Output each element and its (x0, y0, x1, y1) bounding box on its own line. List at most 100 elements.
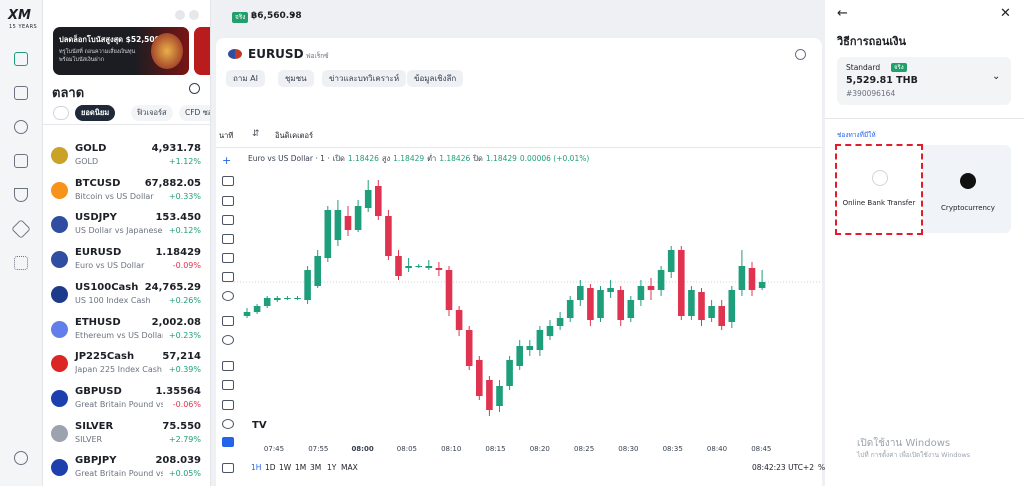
crosshair-tool[interactable]: + (222, 154, 232, 167)
nav-icon[interactable] (14, 188, 28, 202)
withdraw-panel: ← ✕ วิธีการถอนเงิน Standard จริง 5,529.8… (825, 0, 1024, 486)
flag (51, 251, 68, 269)
chart-tab[interactable]: ข่าวและบทวิเคราะห์ (322, 70, 407, 87)
draw-tool[interactable] (222, 196, 234, 206)
lock-tool[interactable] (222, 400, 234, 410)
draw-tool[interactable] (222, 272, 234, 282)
x-tick-label: 07:55 (308, 445, 328, 453)
promo-banner[interactable]: ปลดล็อกโบนัสสูงสุด $52,500 ทรูโบนัสที่ ถ… (53, 27, 189, 75)
flag (51, 355, 68, 373)
indicators[interactable]: อินดิเคเตอร์ (275, 131, 314, 140)
candle-body (243, 312, 251, 316)
promo-banner-next[interactable] (194, 27, 210, 75)
nav-icon[interactable] (14, 154, 28, 168)
market-row[interactable]: USDJPY US Dollar vs Japanese ... 153.450 +0… (43, 210, 210, 244)
chart-tab[interactable]: ถาม AI (226, 70, 265, 87)
range-button[interactable]: 1M (295, 463, 307, 472)
instrument-name: Japan 225 Index Cash (75, 365, 162, 375)
range-button[interactable]: 1H (251, 463, 262, 472)
draw-tool[interactable] (222, 316, 234, 326)
draw-tool[interactable] (222, 215, 234, 225)
nav-icon[interactable] (11, 219, 31, 239)
account-caret[interactable]: ⌄ (992, 71, 1001, 82)
change: +0.23% (168, 330, 201, 340)
method-label[interactable]: Cryptocurrency (941, 204, 995, 212)
back-button[interactable]: ← (837, 6, 848, 21)
candle-body (556, 318, 564, 326)
market-row[interactable]: US100Cash US 100 Index Cash 24,765.29 +0.26… (43, 280, 210, 314)
range-button[interactable]: 1W (279, 463, 292, 472)
market-tab[interactable]: CFD ซอ (179, 105, 210, 121)
chart-tab[interactable]: ข้อมูลเชิงลึก (407, 70, 464, 87)
draw-tool[interactable] (222, 380, 234, 390)
close-button[interactable]: ✕ (1000, 6, 1011, 21)
candle-body (566, 300, 574, 318)
candle-body (304, 270, 311, 300)
candle-body (263, 298, 271, 306)
edit-button[interactable] (53, 106, 69, 120)
draw-tool[interactable] (222, 234, 234, 244)
market-tab[interactable]: ยอดนิยม (75, 105, 116, 121)
x-tick-label: 08:20 (530, 445, 550, 453)
support-icon[interactable] (14, 451, 28, 465)
visibility-tool[interactable] (222, 419, 234, 429)
next-button[interactable] (189, 10, 199, 20)
change: -0.09% (172, 261, 201, 271)
instrument-name: Euro vs US Dollar (75, 261, 145, 271)
candle-body (435, 268, 443, 270)
candle-body (344, 216, 352, 230)
x-tick-label: 08:40 (707, 445, 727, 453)
info-button[interactable] (795, 49, 806, 60)
instrument-name: GOLD (75, 157, 99, 166)
prev-button[interactable] (175, 10, 185, 20)
draw-tool[interactable] (222, 176, 234, 186)
market-row[interactable]: BTCUSD Bitcoin vs US Dollar 67,882.05 +0.33… (43, 176, 210, 210)
interval[interactable]: นาที (219, 131, 234, 140)
magnet-tool[interactable] (222, 437, 234, 447)
chart-tab[interactable]: ชุมชน (278, 70, 314, 87)
search-button[interactable] (189, 83, 200, 94)
legend-change: 0.00006 (+0.01%) (519, 154, 590, 163)
range-button[interactable]: 1Y (327, 463, 337, 472)
x-tick-label: 08:45 (751, 445, 771, 453)
nav-icon[interactable] (14, 120, 28, 134)
nav-icon[interactable] (14, 86, 28, 100)
nav-icon[interactable] (14, 256, 28, 270)
percent-toggle[interactable]: % (818, 463, 826, 472)
draw-tool[interactable] (222, 291, 234, 301)
market-row[interactable]: GBPUSD Great Britain Pound vs ... 1.35564 -… (43, 384, 210, 418)
flag (51, 320, 68, 338)
draw-tool[interactable] (222, 361, 234, 371)
balance-caret[interactable]: ▾ (291, 11, 296, 20)
delete-tool[interactable] (222, 463, 234, 473)
zoom-tool[interactable] (222, 335, 234, 345)
market-row[interactable]: EURUSD Euro vs US Dollar 1.18429 -0.09% (43, 245, 210, 279)
market-row[interactable]: GOLD GOLD 4,931.78 +1.12% (43, 141, 210, 175)
nav-icon[interactable] (14, 52, 28, 66)
method-option[interactable]: Online Bank Transfer (835, 144, 923, 235)
range-button[interactable]: 3M (310, 463, 322, 472)
account-balance[interactable]: ฿6,560.98 (251, 11, 302, 21)
chart-type-button[interactable]: ⇵ (252, 129, 260, 139)
candle-body (748, 268, 756, 290)
market-row[interactable]: SILVER SILVER 75.550 +2.79% (43, 419, 210, 453)
candle-body (667, 250, 675, 272)
candle-body (587, 288, 594, 320)
flag (51, 389, 68, 407)
market-tab[interactable]: ฟิวเจอร์ส (131, 105, 173, 121)
symbol: EURUSD (75, 247, 122, 259)
symbol: SILVER (75, 420, 114, 432)
range-button[interactable]: MAX (341, 463, 358, 472)
account-card[interactable]: Standard จริง 5,529.81 THB #390096164 ⌄ (837, 57, 1011, 105)
candlestick-chart: 07:45 07:55 08:00 08:05 08:10 08:15 08:20 08:25… (222, 180, 822, 453)
range-button[interactable]: 1D (265, 463, 276, 472)
market-row[interactable]: GBPJPY Great Britain Pound vs ... 208.039 +… (43, 453, 210, 486)
draw-tool[interactable] (222, 253, 234, 263)
logo-tagline: 15 YEARS (9, 24, 38, 30)
candle-body (678, 250, 685, 316)
change: +2.79% (168, 434, 201, 444)
market-row[interactable]: ETHUSD Ethereum vs US Dollar 2,002.08 +0.23… (43, 315, 210, 349)
candle-body (607, 288, 614, 292)
market-row[interactable]: JP225Cash Japan 225 Index Cash 57,214 +0.39… (43, 349, 210, 383)
candle-body (294, 298, 301, 299)
